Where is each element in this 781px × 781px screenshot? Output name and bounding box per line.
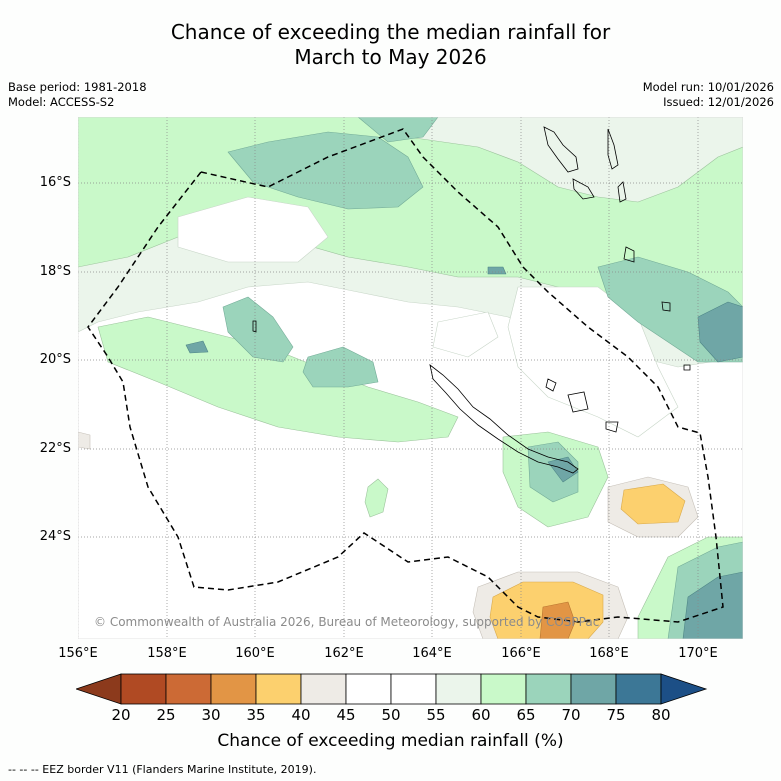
model-run: Model run: 10/01/2026 [642, 80, 774, 94]
rainfall-map [78, 117, 743, 639]
colorbar-segment [480, 673, 527, 705]
rainfall-fill-regions [78, 117, 743, 639]
colorbar-segment [210, 673, 257, 705]
lon-label-160e: 160°E [235, 646, 275, 661]
lat-label-24s: 24°S [39, 529, 71, 544]
lat-label-22s: 22°S [39, 441, 71, 456]
colorbar-segment [435, 673, 482, 705]
eez-border [87, 128, 724, 623]
issued-date: Issued: 12/01/2026 [663, 95, 774, 109]
colorbar-segments [76, 673, 708, 705]
model-name: Model: ACCESS-S2 [8, 95, 115, 109]
eez-legend-footer: -- -- -- EEZ border V11 (Flanders Marine… [8, 763, 317, 776]
new-caledonia-coast [429, 364, 579, 474]
colorbar-tick: 40 [291, 706, 311, 724]
lat-label-16s: 16°S [39, 175, 71, 190]
colorbar-tick: 55 [426, 706, 446, 724]
colorbar-tick: 60 [471, 706, 491, 724]
colorbar-segment [300, 673, 347, 705]
colorbar-tick: 70 [561, 706, 581, 724]
lon-label-156e: 156°E [58, 646, 98, 661]
lon-label-166e: 166°E [501, 646, 541, 661]
lon-label-170e: 170°E [678, 646, 718, 661]
lon-label-164e: 164°E [412, 646, 452, 661]
colorbar-segment [165, 673, 212, 705]
colorbar-segment [615, 673, 662, 705]
meta-left: Base period: 1981-2018 Model: ACCESS-S2 [8, 80, 147, 110]
colorbar-tick: 80 [651, 706, 671, 724]
lat-label-20s: 20°S [39, 352, 71, 367]
colorbar-tick: 65 [516, 706, 536, 724]
colorbar-label: Chance of exceeding median rainfall (%) [217, 731, 564, 751]
colorbar-segment [345, 673, 392, 705]
colorbar-segment [255, 673, 302, 705]
colorbar-extend-low [76, 673, 122, 705]
colorbar-segment [390, 673, 437, 705]
small-island-1 [252, 320, 257, 333]
lon-label-168e: 168°E [589, 646, 629, 661]
base-period: Base period: 1981-2018 [8, 80, 147, 94]
loyalty-islands-coast [545, 378, 619, 433]
vanuatu-coast [543, 126, 635, 263]
colorbar-segment [570, 673, 617, 705]
map-title-line2: March to May 2026 [294, 45, 487, 69]
colorbar-segment [120, 673, 167, 705]
map-title-line1: Chance of exceeding the median rainfall … [170, 20, 611, 44]
colorbar-tick: 50 [381, 706, 401, 724]
colorbar-tick: 45 [336, 706, 356, 724]
copyright-text: © Commonwealth of Australia 2026, Bureau… [94, 615, 600, 629]
colorbar-tick: 75 [606, 706, 626, 724]
meta-right: Model run: 10/01/2026 Issued: 12/01/2026 [643, 80, 774, 110]
colorbar-tick: 30 [201, 706, 221, 724]
small-island-3 [683, 364, 691, 371]
colorbar-extend-high [660, 673, 708, 705]
lon-label-158e: 158°E [147, 646, 187, 661]
colorbar-segment [525, 673, 572, 705]
small-island-2 [661, 301, 671, 312]
colorbar-tick: 35 [246, 706, 266, 724]
coastlines [252, 126, 691, 474]
lon-label-162e: 162°E [324, 646, 364, 661]
colorbar-tick: 25 [156, 706, 176, 724]
colorbar [76, 673, 708, 705]
colorbar-tick: 20 [111, 706, 131, 724]
lat-label-18s: 18°S [39, 264, 71, 279]
